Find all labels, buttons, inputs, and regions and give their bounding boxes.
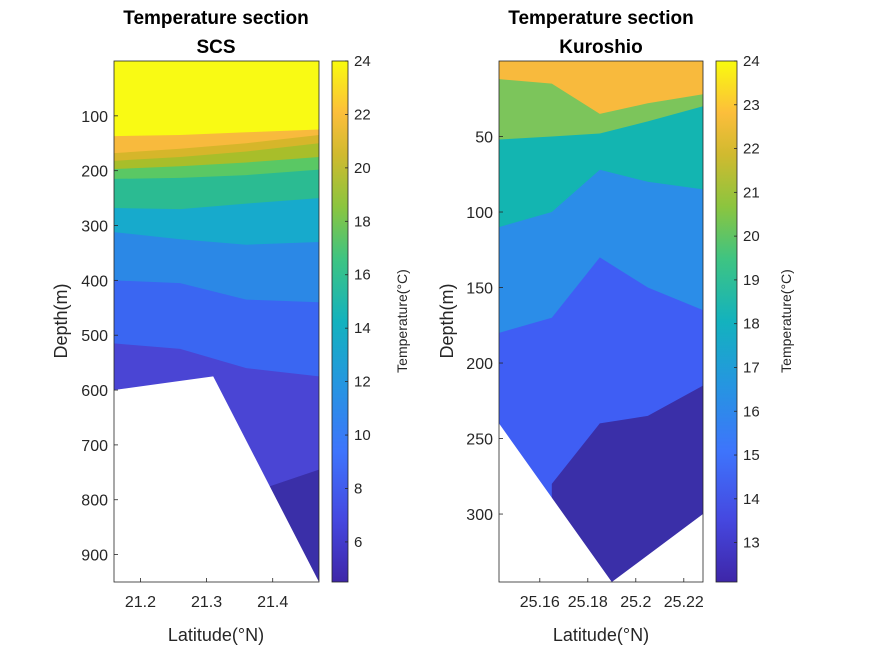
x-axis-ticks: 21.2 21.3 21.4	[125, 578, 288, 611]
x-tick-label: 25.2	[620, 594, 651, 611]
y-tick-label: 50	[475, 130, 493, 147]
colorbar-tick-label: 16	[354, 267, 371, 284]
panel-scs: Temperature section SCS 100 200 300 400 500 6…	[51, 8, 410, 645]
colorbar-tick-label: 16	[743, 403, 760, 420]
colorbar-ticks: 13 14 15 16 17 18 19 20 21 22 23 24	[734, 53, 760, 552]
colorbar-tick-label: 20	[743, 228, 760, 245]
y-tick-label: 400	[81, 273, 108, 290]
y-tick-label: 100	[466, 205, 493, 222]
y-tick-label: 200	[81, 164, 108, 181]
chart-title: Temperature section	[123, 8, 308, 29]
colorbar-tick-label: 18	[743, 316, 760, 333]
colorbar-tick-label: 6	[354, 534, 362, 551]
x-tick-label: 21.4	[257, 594, 288, 611]
y-tick-label: 800	[81, 493, 108, 510]
panel-kuroshio: Temperature section Kuroshio 50 100 150 200…	[437, 8, 794, 645]
axes-box	[498, 60, 704, 583]
colorbar-tick-label: 10	[354, 427, 371, 444]
colorbar-ticks: 6 8 10 12 14 16 18 20 22 24	[345, 53, 371, 551]
seafloor-mask	[114, 376, 319, 582]
x-axis-label: Latitude(°N)	[168, 625, 264, 645]
colorbar-tick-label: 14	[354, 320, 371, 337]
y-axis-ticks: 50 100 150 200 250 300	[466, 130, 503, 524]
x-axis-ticks: 25.16 25.18 25.2 25.22	[520, 578, 704, 611]
y-tick-label: 150	[466, 281, 493, 298]
colorbar-tick-label: 22	[743, 141, 760, 158]
chart-title: Temperature section	[508, 8, 693, 29]
colorbar-tick-label: 24	[354, 53, 371, 70]
x-tick-label: 21.2	[125, 594, 156, 611]
x-tick-label: 25.18	[568, 594, 608, 611]
contour-plot	[498, 60, 704, 583]
colorbar-gradient	[331, 60, 349, 583]
colorbar-label: Temperature(°C)	[394, 269, 410, 373]
y-tick-label: 300	[81, 219, 108, 236]
x-tick-label: 25.16	[520, 594, 560, 611]
colorbar	[715, 60, 738, 583]
y-tick-label: 700	[81, 438, 108, 455]
y-tick-label: 600	[81, 383, 108, 400]
chart-subtitle: Kuroshio	[559, 37, 642, 58]
contour-band-13.5	[551, 385, 703, 582]
y-axis-label: Depth(m)	[51, 283, 71, 358]
colorbar-tick-label: 20	[354, 160, 371, 177]
colorbar-gradient	[715, 60, 738, 583]
colorbar-tick-label: 19	[743, 272, 760, 289]
colorbar-tick-label: 18	[354, 213, 371, 230]
seafloor-mask	[499, 423, 703, 582]
contour-plot	[113, 60, 320, 583]
colorbar-tick-label: 23	[743, 97, 760, 114]
y-tick-label: 900	[81, 548, 108, 565]
y-tick-label: 300	[466, 507, 493, 524]
x-axis-label: Latitude(°N)	[553, 625, 649, 645]
colorbar-tick-label: 13	[743, 535, 760, 552]
colorbar-tick-label: 17	[743, 359, 760, 376]
y-tick-label: 250	[466, 432, 493, 449]
y-axis-ticks: 100 200 300 400 500 600 700 800 900	[81, 109, 118, 565]
colorbar-label: Temperature(°C)	[778, 269, 794, 373]
colorbar	[331, 60, 349, 583]
y-tick-label: 500	[81, 328, 108, 345]
y-tick-label: 200	[466, 356, 493, 373]
colorbar-tick-label: 14	[743, 491, 760, 508]
y-axis-label: Depth(m)	[437, 283, 457, 358]
colorbar-tick-label: 24	[743, 53, 760, 70]
axes-box	[113, 60, 320, 583]
colorbar-tick-label: 12	[354, 374, 371, 391]
colorbar-tick-label: 8	[354, 480, 362, 497]
colorbar-tick-label: 22	[354, 106, 371, 123]
colorbar-tick-label: 21	[743, 184, 760, 201]
x-tick-label: 25.22	[664, 594, 704, 611]
x-tick-label: 21.3	[191, 594, 222, 611]
y-tick-label: 100	[81, 109, 108, 126]
colorbar-tick-label: 15	[743, 447, 760, 464]
chart-subtitle: SCS	[196, 37, 235, 58]
